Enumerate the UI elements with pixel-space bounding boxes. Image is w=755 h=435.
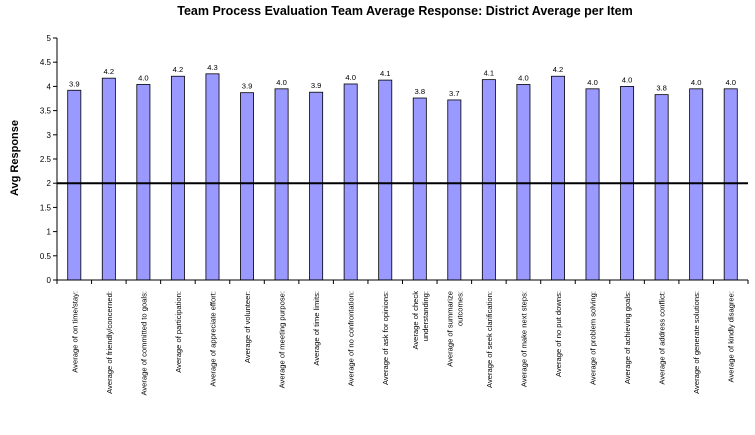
- y-tick-label: 0.5: [40, 252, 52, 261]
- category-label-10: Average of ask for opinions:: [381, 291, 390, 385]
- category-label-1: Average of on time/stay:: [70, 291, 79, 373]
- y-tick-label: 2.5: [40, 155, 52, 164]
- chart-title: Team Process Evaluation Team Average Res…: [177, 4, 633, 18]
- bar-18: [654, 94, 669, 281]
- category-label-9: Average of no confrontation:: [347, 291, 356, 386]
- bar-11: [412, 97, 427, 281]
- bar-12: [447, 99, 462, 281]
- bar-8: [309, 91, 324, 281]
- bar-19: [689, 88, 704, 281]
- bar-1: [67, 89, 82, 281]
- y-tick-label: 3.5: [40, 107, 52, 116]
- y-axis-title: Avg Response: [9, 120, 21, 196]
- category-label-11: Average of check: [411, 291, 420, 350]
- bar-13: [481, 79, 496, 281]
- category-label-3: Average of committed to goals:: [139, 291, 148, 396]
- bar-5: [205, 73, 220, 281]
- data-label-11: 3.8: [414, 87, 425, 96]
- category-label-17: Average of achieving goals:: [623, 291, 632, 384]
- data-label-6: 3.9: [242, 82, 253, 91]
- data-label-13: 4.1: [484, 69, 495, 78]
- data-label-8: 3.9: [311, 81, 322, 90]
- data-label-4: 4.2: [173, 65, 184, 74]
- bar-20: [723, 88, 738, 281]
- bar-4: [170, 75, 185, 281]
- data-label-1: 3.9: [69, 79, 80, 88]
- data-label-14: 4.0: [518, 73, 529, 82]
- data-label-20: 4.0: [725, 78, 736, 87]
- category-label-11: understanding:: [421, 291, 430, 341]
- data-label-10: 4.1: [380, 69, 391, 78]
- data-label-12: 3.7: [449, 89, 460, 98]
- y-tick-label: 3: [47, 131, 52, 140]
- data-label-17: 4.0: [622, 75, 633, 84]
- category-label-8: Average of time limits:: [312, 291, 321, 366]
- category-label-6: Average of volunteer:: [243, 291, 252, 363]
- bar-6: [240, 92, 254, 281]
- category-label-16: Average of problem solving:: [589, 291, 598, 385]
- y-tick-label: 1.5: [40, 203, 52, 212]
- category-label-7: Average of meeting purpose:: [278, 291, 287, 388]
- bars-layer: [67, 73, 738, 281]
- y-tick-label: 4: [47, 82, 52, 91]
- bar-16: [585, 88, 600, 281]
- bar-10: [378, 79, 393, 281]
- bar-9: [343, 83, 358, 281]
- data-label-18: 3.8: [656, 84, 667, 93]
- data-label-19: 4.0: [691, 78, 702, 87]
- bar-7: [274, 88, 289, 281]
- category-label-5: Average of appreciate effort:: [208, 291, 217, 387]
- data-label-15: 4.2: [553, 65, 564, 74]
- data-label-3: 4.0: [138, 73, 149, 82]
- data-label-2: 4.2: [104, 67, 115, 76]
- category-label-2: Average of friendly/concerned:: [105, 291, 114, 394]
- data-label-5: 4.3: [207, 63, 218, 72]
- data-label-9: 4.0: [345, 73, 356, 82]
- category-label-20: Average of kindly disagree:: [727, 291, 736, 382]
- y-tick-label: 0: [47, 276, 52, 285]
- category-label-14: Average of make next steps:: [519, 291, 528, 387]
- axis-layer: [53, 37, 749, 284]
- category-label-13: Average of seek clarification:: [485, 291, 494, 388]
- category-label-4: Average of participation:: [174, 291, 183, 373]
- category-label-12: outcomes:: [455, 291, 464, 326]
- y-tick-label: 1: [47, 228, 52, 237]
- category-label-19: Average of generate solutions:: [692, 291, 701, 394]
- y-tick-label: 4.5: [40, 58, 52, 67]
- category-label-18: Average of address conflict:: [658, 291, 667, 385]
- y-tick-label: 5: [47, 34, 52, 43]
- y-tick-label: 2: [47, 179, 52, 188]
- data-label-16: 4.0: [587, 78, 598, 87]
- bar-15: [551, 75, 565, 281]
- labels-layer: 3.9 4.2 4.0 4.2 4.3 3.9 4.0 3.9 4.0 4.1 3.8 3.7 4.1 4…: [40, 34, 736, 396]
- category-label-15: Average of no put downs:: [554, 291, 563, 377]
- data-label-7: 4.0: [276, 78, 287, 87]
- bar-2: [101, 77, 116, 281]
- category-label-12: Average of summarize: [445, 291, 454, 367]
